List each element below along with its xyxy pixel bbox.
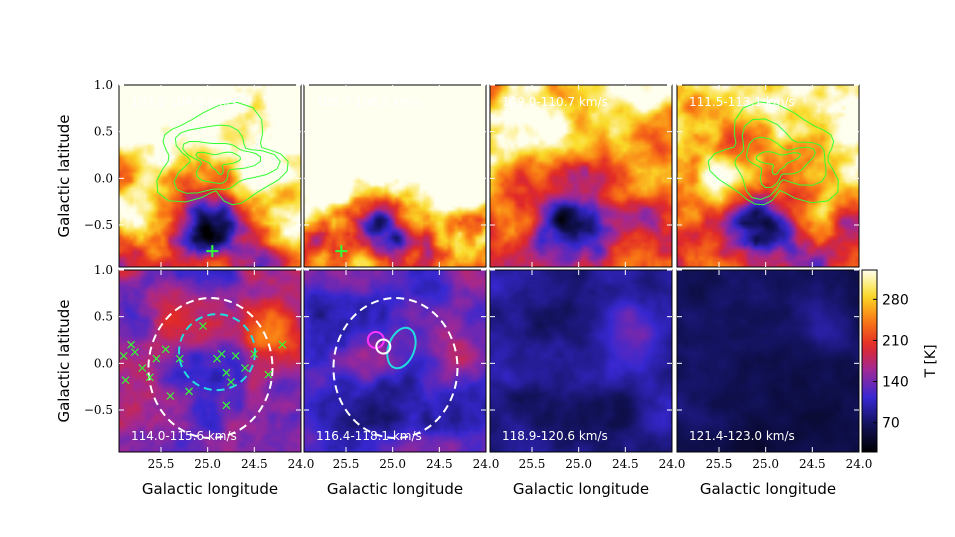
tick-marks — [490, 84, 672, 267]
x-axis-title: Galactic longitude — [513, 480, 649, 498]
panel-frame — [676, 84, 860, 268]
panel-frame — [489, 84, 673, 268]
contour-line — [746, 136, 816, 189]
y-tick-label: 0.0 — [94, 171, 113, 185]
x-tick-label: 25.0 — [752, 457, 779, 471]
panel-frame — [118, 84, 302, 268]
contour-line — [707, 101, 839, 206]
contour-line — [755, 151, 802, 176]
y-axis-title: Galactic latitude — [55, 299, 73, 422]
panel-frame — [303, 84, 487, 268]
tick-marks — [119, 269, 301, 452]
contour-line — [182, 141, 262, 185]
intensity-map — [677, 85, 859, 267]
source-plus-marker — [335, 245, 348, 258]
intensity-map — [304, 270, 486, 452]
intensity-map — [119, 85, 301, 267]
colorbar-tick-label: 280 — [882, 292, 909, 308]
panel-frame — [303, 269, 487, 453]
intensity-map — [119, 270, 301, 452]
y-tick-label: −0.5 — [84, 218, 113, 232]
channel-panel: 105.7-108.2 km/s — [303, 84, 487, 268]
panel-frame — [118, 269, 302, 453]
channel-panel: 121.4-123.0 km/s — [676, 269, 860, 453]
green-contour — [156, 101, 289, 206]
x-axis-title: Galactic longitude — [700, 480, 836, 498]
panel-frame — [489, 269, 673, 453]
tick-marks — [677, 84, 859, 267]
contour-line — [195, 151, 241, 175]
tick-marks — [304, 269, 486, 452]
y-tick-label: 0.5 — [94, 125, 113, 139]
x-tick-label: 25.0 — [379, 457, 406, 471]
velocity-label: 111.5-113.1 km/s — [689, 95, 795, 109]
tick-marks — [490, 269, 672, 452]
contour-line — [734, 118, 827, 201]
tick-marks — [119, 84, 301, 267]
x-tick-label: 24.0 — [473, 457, 500, 471]
velocity-label: 114.0-115.6 km/s — [131, 429, 237, 443]
colorbar-tick-label: 140 — [882, 375, 909, 391]
panel-frame — [676, 269, 860, 453]
white-small-circle — [375, 338, 392, 355]
channel-panel: 114.0-115.6 km/s — [118, 269, 302, 453]
channel-panel: 118.9-120.6 km/s — [489, 269, 673, 453]
y-tick-label: 1.0 — [94, 78, 113, 92]
panels-layer: 103.2-104.9 km/s 105.7-108.2 km/s 109.0-11… — [118, 84, 860, 453]
x-axis-title: Galactic longitude — [142, 480, 278, 498]
velocity-label: 121.4-123.0 km/s — [689, 429, 795, 443]
x-tick-label: 25.0 — [565, 457, 592, 471]
channel-panel: 111.5-113.1 km/s — [676, 84, 860, 268]
x-tick-label: 24.0 — [846, 457, 873, 471]
velocity-label: 118.9-120.6 km/s — [502, 429, 608, 443]
cyan-dashed-ellipse — [178, 313, 256, 392]
labels-layer: 1.0 0.5 0.0 −0.5 Galactic latitude 25.5 25.0 24… — [55, 78, 872, 498]
velocity-label: 109.0-110.7 km/s — [502, 95, 608, 109]
source-plus-marker — [206, 245, 219, 258]
intensity-map — [304, 85, 486, 267]
x-tick-label: 25.5 — [519, 457, 546, 471]
x-tick-label: 24.5 — [799, 457, 826, 471]
channel-panel: 116.4-118.1 km/s — [303, 269, 487, 453]
x-tick-label: 25.5 — [148, 457, 175, 471]
colorbar-gradient — [861, 269, 878, 453]
y-tick-label: −0.5 — [84, 403, 113, 417]
intensity-map — [490, 270, 672, 452]
x-tick-label: 24.5 — [612, 457, 639, 471]
x-tick-label: 24.5 — [241, 457, 268, 471]
colorbar-tick-label: 70 — [882, 416, 900, 432]
velocity-label: 105.7-108.2 km/s — [316, 95, 422, 109]
colorbar-tick-label: 210 — [882, 333, 909, 349]
contour-line — [173, 124, 281, 194]
velocity-label: 103.2-104.9 km/s — [131, 95, 237, 109]
y-tick-label: 1.0 — [94, 263, 113, 277]
y-axis-title: Galactic latitude — [55, 114, 73, 237]
colorbar: 280 210 140 70 T [K] — [861, 269, 939, 453]
velocity-label: 116.4-118.1 km/s — [316, 429, 422, 443]
intensity-map — [490, 85, 672, 267]
x-tick-label: 25.5 — [706, 457, 733, 471]
tick-marks — [677, 269, 859, 452]
channel-panel: 109.0-110.7 km/s — [489, 84, 673, 268]
green-x-markers — [119, 322, 287, 410]
green-contour — [707, 101, 839, 206]
x-tick-label: 24.0 — [288, 457, 315, 471]
x-tick-label: 25.5 — [333, 457, 360, 471]
y-tick-label: 0.5 — [94, 310, 113, 324]
x-tick-label: 24.5 — [426, 457, 453, 471]
y-tick-label: 0.0 — [94, 356, 113, 370]
x-tick-label: 24.0 — [659, 457, 686, 471]
intensity-map — [677, 270, 859, 452]
shell-dashed-circle — [147, 297, 274, 439]
shell-dashed-circle — [332, 297, 459, 439]
x-axis-title: Galactic longitude — [327, 480, 463, 498]
tick-marks — [304, 84, 486, 267]
channel-panel: 103.2-104.9 km/s — [118, 84, 302, 268]
colorbar-title: T [K] — [923, 344, 939, 378]
contour-line — [156, 101, 289, 206]
x-tick-label: 25.0 — [194, 457, 221, 471]
